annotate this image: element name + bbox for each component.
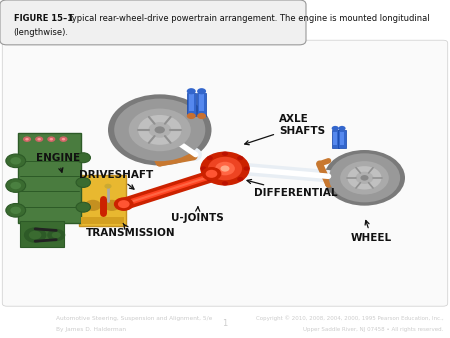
Text: TRANSMISSION: TRANSMISSION: [86, 223, 175, 239]
Circle shape: [206, 170, 217, 178]
Circle shape: [104, 184, 112, 189]
Circle shape: [118, 200, 130, 208]
Circle shape: [197, 88, 206, 94]
Circle shape: [114, 99, 205, 161]
Circle shape: [197, 113, 206, 119]
Text: Typical rear-wheel-drive powertrain arrangement. The engine is mounted longitudi: Typical rear-wheel-drive powertrain arra…: [68, 14, 430, 23]
Circle shape: [76, 177, 90, 187]
Bar: [20, 221, 64, 247]
Circle shape: [237, 177, 243, 181]
Circle shape: [85, 200, 101, 211]
Circle shape: [62, 138, 65, 140]
Circle shape: [222, 181, 228, 186]
Bar: [340, 132, 344, 145]
Circle shape: [6, 179, 26, 192]
Circle shape: [47, 137, 55, 142]
Circle shape: [6, 154, 26, 168]
Circle shape: [187, 88, 196, 94]
Text: DRIVESHAFT: DRIVESHAFT: [79, 170, 153, 189]
Circle shape: [155, 126, 165, 134]
Circle shape: [340, 161, 389, 195]
Text: PEARSON: PEARSON: [8, 316, 59, 325]
Bar: [338, 130, 346, 148]
Circle shape: [35, 137, 43, 142]
Circle shape: [129, 108, 191, 151]
Circle shape: [207, 156, 213, 160]
Circle shape: [187, 113, 196, 119]
Circle shape: [37, 138, 41, 140]
Circle shape: [329, 153, 400, 202]
Circle shape: [104, 200, 120, 211]
Text: (lengthwise).: (lengthwise).: [14, 28, 68, 37]
Circle shape: [50, 138, 53, 140]
Circle shape: [6, 203, 26, 217]
Circle shape: [10, 207, 21, 214]
Bar: [81, 217, 124, 224]
Circle shape: [47, 229, 65, 241]
Bar: [332, 130, 339, 148]
Circle shape: [215, 162, 235, 175]
Text: Automotive Steering, Suspension and Alignment, 5/e: Automotive Steering, Suspension and Alig…: [56, 316, 212, 321]
Circle shape: [222, 151, 228, 156]
Circle shape: [220, 166, 230, 172]
Circle shape: [360, 175, 369, 180]
Bar: [79, 175, 126, 226]
Circle shape: [237, 156, 243, 160]
Circle shape: [108, 94, 212, 166]
Circle shape: [76, 202, 90, 212]
Text: U-JOINTS: U-JOINTS: [171, 207, 224, 223]
Circle shape: [332, 126, 339, 131]
FancyBboxPatch shape: [0, 0, 450, 312]
Circle shape: [202, 167, 221, 180]
Text: AXLE
SHAFTS: AXLE SHAFTS: [245, 115, 325, 145]
Circle shape: [76, 153, 90, 163]
Circle shape: [52, 232, 61, 238]
Bar: [189, 94, 194, 111]
Bar: [333, 132, 337, 145]
Circle shape: [29, 231, 41, 239]
Circle shape: [10, 182, 21, 189]
Bar: [18, 133, 81, 223]
Circle shape: [59, 137, 68, 142]
FancyBboxPatch shape: [2, 40, 448, 306]
Bar: [187, 93, 196, 116]
Text: 1: 1: [222, 319, 228, 328]
Text: FIGURE 15–1: FIGURE 15–1: [14, 14, 72, 23]
Bar: [199, 94, 204, 111]
Circle shape: [138, 115, 181, 145]
Text: ENGINE: ENGINE: [36, 153, 80, 172]
Text: Copyright © 2010, 2008, 2004, 2000, 1995 Pearson Education, Inc.,: Copyright © 2010, 2008, 2004, 2000, 1995…: [256, 316, 443, 321]
Circle shape: [356, 172, 373, 184]
Circle shape: [208, 157, 242, 180]
Text: By James D. Halderman: By James D. Halderman: [56, 328, 126, 333]
Text: DIFFERENTIAL: DIFFERENTIAL: [247, 179, 338, 198]
Text: Upper Saddle River, NJ 07458 • All rights reserved.: Upper Saddle River, NJ 07458 • All right…: [303, 328, 443, 333]
Circle shape: [347, 166, 382, 190]
Circle shape: [243, 166, 250, 171]
Circle shape: [207, 177, 213, 181]
Circle shape: [25, 138, 29, 140]
Bar: [197, 93, 206, 116]
Circle shape: [24, 227, 46, 243]
Circle shape: [148, 122, 171, 138]
Circle shape: [200, 151, 250, 186]
Circle shape: [200, 166, 207, 171]
Circle shape: [324, 150, 405, 206]
Circle shape: [23, 137, 31, 142]
Circle shape: [10, 157, 21, 165]
Text: WHEEL: WHEEL: [351, 220, 392, 243]
Circle shape: [114, 197, 134, 211]
FancyBboxPatch shape: [0, 0, 306, 45]
Circle shape: [338, 126, 346, 131]
